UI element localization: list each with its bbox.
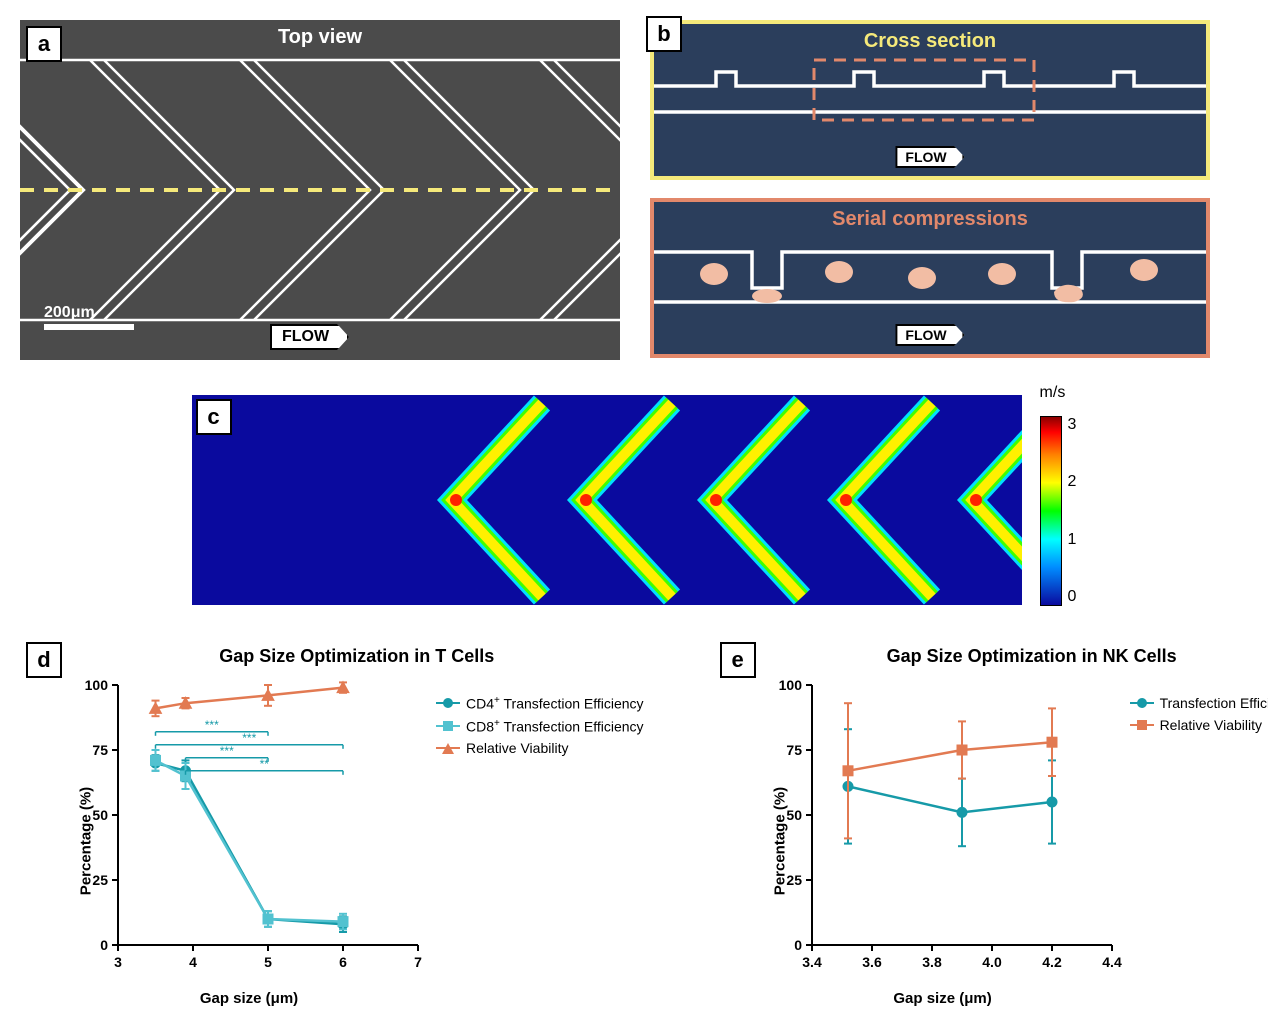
legend-item: Relative Viability bbox=[436, 740, 644, 756]
row-ab: a Top view 200μm bbox=[20, 20, 1248, 360]
panel-e-title: Gap Size Optimization in NK Cells bbox=[764, 646, 1268, 667]
svg-text:***: *** bbox=[205, 718, 219, 732]
panel-b-top-flow: FLOW bbox=[895, 146, 964, 168]
svg-text:5: 5 bbox=[264, 954, 272, 970]
svg-text:100: 100 bbox=[778, 677, 802, 693]
svg-text:3.4: 3.4 bbox=[802, 954, 822, 970]
panel-d-plot: Percentage (%) 025507510034567**********… bbox=[70, 675, 428, 1007]
svg-text:75: 75 bbox=[786, 742, 802, 758]
svg-text:***: *** bbox=[220, 744, 234, 758]
legend-item: CD8+ Transfection Efficiency bbox=[436, 718, 644, 735]
cbar-tick: 1 bbox=[1068, 531, 1077, 549]
panel-b-serial: Serial compressions bbox=[650, 198, 1210, 358]
legend-item: Relative Viability bbox=[1130, 717, 1268, 733]
panel-a-label: a bbox=[26, 26, 62, 62]
panel-e-plot: Percentage (%) 02550751003.43.63.84.04.2… bbox=[764, 675, 1122, 1007]
scale-bar: 200μm bbox=[44, 304, 134, 330]
panel-c-label: c bbox=[196, 399, 232, 435]
svg-text:4.2: 4.2 bbox=[1042, 954, 1062, 970]
legend-item: CD4+ Transfection Efficiency bbox=[436, 695, 644, 712]
svg-text:***: *** bbox=[242, 731, 256, 745]
panel-a: a Top view 200μm bbox=[20, 20, 620, 360]
cbar-tick: 0 bbox=[1068, 588, 1077, 606]
panel-b: b Cross section FLOW Serial compressions bbox=[650, 20, 1210, 360]
svg-text:100: 100 bbox=[85, 677, 109, 693]
panel-d-xlabel: Gap size (μm) bbox=[70, 990, 428, 1007]
svg-text:75: 75 bbox=[92, 742, 108, 758]
panel-b-cross-section: Cross section FLOW bbox=[650, 20, 1210, 180]
scale-label: 200μm bbox=[44, 304, 95, 322]
panel-e-xlabel: Gap size (μm) bbox=[764, 990, 1122, 1007]
panel-d-title: Gap Size Optimization in T Cells bbox=[70, 646, 644, 667]
cbar-tick: 2 bbox=[1068, 473, 1077, 491]
panel-d: d Gap Size Optimization in T Cells Perce… bbox=[70, 646, 644, 1007]
svg-text:4: 4 bbox=[189, 954, 197, 970]
svg-text:3: 3 bbox=[114, 954, 122, 970]
row-c: c m/s 3 bbox=[20, 384, 1248, 616]
panel-e-legend: Transfection Efficiency Relative Viabilit… bbox=[1130, 675, 1268, 1007]
svg-text:3.8: 3.8 bbox=[922, 954, 942, 970]
panel-d-label: d bbox=[26, 642, 62, 678]
colorbar-ticks: 3 2 1 0 bbox=[1068, 416, 1077, 606]
svg-text:**: ** bbox=[260, 757, 270, 771]
colorbar-wrap: 3 2 1 0 bbox=[1040, 406, 1077, 616]
panel-a-flow: FLOW bbox=[270, 324, 349, 350]
svg-text:4.0: 4.0 bbox=[982, 954, 1002, 970]
panel-b-bottom-flow: FLOW bbox=[895, 324, 964, 346]
figure-container: a Top view 200μm bbox=[20, 20, 1248, 1007]
colorbar-unit: m/s bbox=[1040, 384, 1066, 402]
panel-e: e Gap Size Optimization in NK Cells Perc… bbox=[764, 646, 1268, 1007]
panel-b-label: b bbox=[646, 16, 682, 52]
svg-text:0: 0 bbox=[794, 937, 802, 953]
panel-e-label: e bbox=[720, 642, 756, 678]
panel-c: c bbox=[192, 395, 1022, 605]
panel-e-svg: 02550751003.43.63.84.04.24.4 bbox=[764, 675, 1122, 979]
panel-e-ylabel: Percentage (%) bbox=[771, 787, 788, 895]
cbar-tick: 3 bbox=[1068, 416, 1077, 434]
row-de: d Gap Size Optimization in T Cells Perce… bbox=[20, 646, 1248, 1007]
panel-d-ylabel: Percentage (%) bbox=[78, 787, 95, 895]
svg-text:3.6: 3.6 bbox=[862, 954, 882, 970]
panel-d-svg: 025507510034567*********** bbox=[70, 675, 428, 979]
svg-text:4.4: 4.4 bbox=[1102, 954, 1122, 970]
svg-text:0: 0 bbox=[100, 937, 108, 953]
svg-text:25: 25 bbox=[92, 872, 108, 888]
svg-text:7: 7 bbox=[414, 954, 422, 970]
svg-text:6: 6 bbox=[339, 954, 347, 970]
scale-bar-line bbox=[44, 324, 134, 330]
panel-d-legend: CD4+ Transfection Efficiency CD8+ Transfe… bbox=[436, 675, 644, 1007]
svg-text:50: 50 bbox=[92, 807, 108, 823]
legend-item: Transfection Efficiency bbox=[1130, 695, 1268, 711]
colorbar-container: m/s 3 2 1 0 bbox=[1040, 384, 1077, 616]
colorbar bbox=[1040, 416, 1062, 606]
panel-c-svg bbox=[192, 395, 1022, 605]
